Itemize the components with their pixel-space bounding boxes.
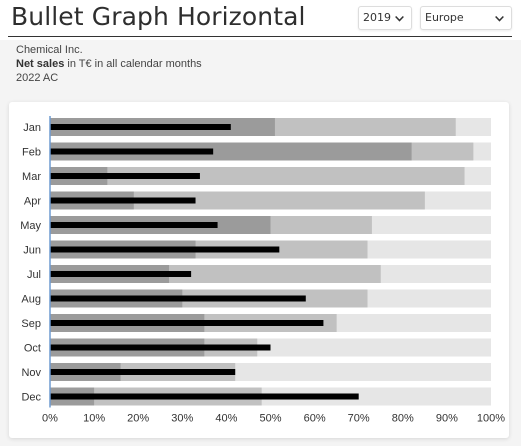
region-select[interactable]: Europe — [420, 6, 512, 30]
x-tick-label: 60% — [304, 413, 326, 425]
actual-bar — [50, 393, 359, 400]
actual-bar — [50, 320, 324, 326]
actual-bar — [50, 173, 200, 179]
actual-bar — [50, 148, 214, 155]
x-tick-label: 0% — [42, 413, 58, 425]
actual-bar — [50, 222, 218, 228]
scenario-label: 2022 AC — [16, 72, 59, 84]
category-label: Mar — [22, 171, 41, 183]
x-tick-label: 40% — [215, 413, 237, 425]
actual-bar — [50, 344, 271, 351]
x-tick-label: 30% — [171, 413, 193, 425]
actual-bar — [50, 124, 231, 130]
actual-bar — [50, 197, 196, 204]
x-tick-label: 50% — [259, 413, 281, 425]
band-dark — [50, 142, 412, 161]
actual-bar — [50, 295, 306, 302]
actual-bar — [50, 246, 280, 253]
measure-detail: in T€ in all calendar months — [64, 58, 202, 70]
x-tick-label: 100% — [477, 413, 505, 425]
x-tick-label: 10% — [83, 413, 105, 425]
category-label: Jan — [23, 122, 41, 134]
actual-bar — [50, 369, 236, 375]
category-label: Jul — [27, 269, 41, 281]
chevron-down-icon — [395, 15, 404, 22]
x-tick-label: 70% — [348, 413, 370, 425]
chart-card: Jan Feb Mar Apr May Jun Jul Aug Sep Oct Nov Dec 0% 10… — [9, 102, 509, 438]
category-label: Oct — [24, 343, 41, 355]
chevron-down-icon — [495, 15, 504, 22]
page-title: Bullet Graph Horizontal — [11, 2, 306, 31]
category-label: Nov — [21, 367, 41, 379]
year-select-value: 2019 — [363, 11, 391, 24]
actual-bar — [50, 271, 192, 277]
category-label: Aug — [21, 294, 41, 306]
category-label: Sep — [21, 318, 41, 330]
category-label: Jun — [23, 245, 41, 257]
company-name: Chemical Inc. — [16, 44, 83, 56]
year-select[interactable]: 2019 — [358, 6, 412, 30]
band-mid — [50, 191, 425, 210]
x-tick-label: 20% — [127, 413, 149, 425]
category-label: May — [20, 220, 41, 232]
category-label: Dec — [21, 392, 41, 404]
category-label: Apr — [24, 196, 41, 208]
region-select-value: Europe — [425, 11, 464, 24]
category-label: Feb — [22, 147, 41, 159]
x-tick-label: 90% — [436, 413, 458, 425]
band-mid — [50, 167, 465, 185]
header: Bullet Graph Horizontal 2019 Europe — [0, 0, 521, 40]
measure-description: Net sales in T€ in all calendar months — [16, 58, 202, 70]
x-tick-label: 80% — [392, 413, 414, 425]
measure-name: Net sales — [16, 58, 65, 70]
title-divider — [8, 36, 512, 37]
